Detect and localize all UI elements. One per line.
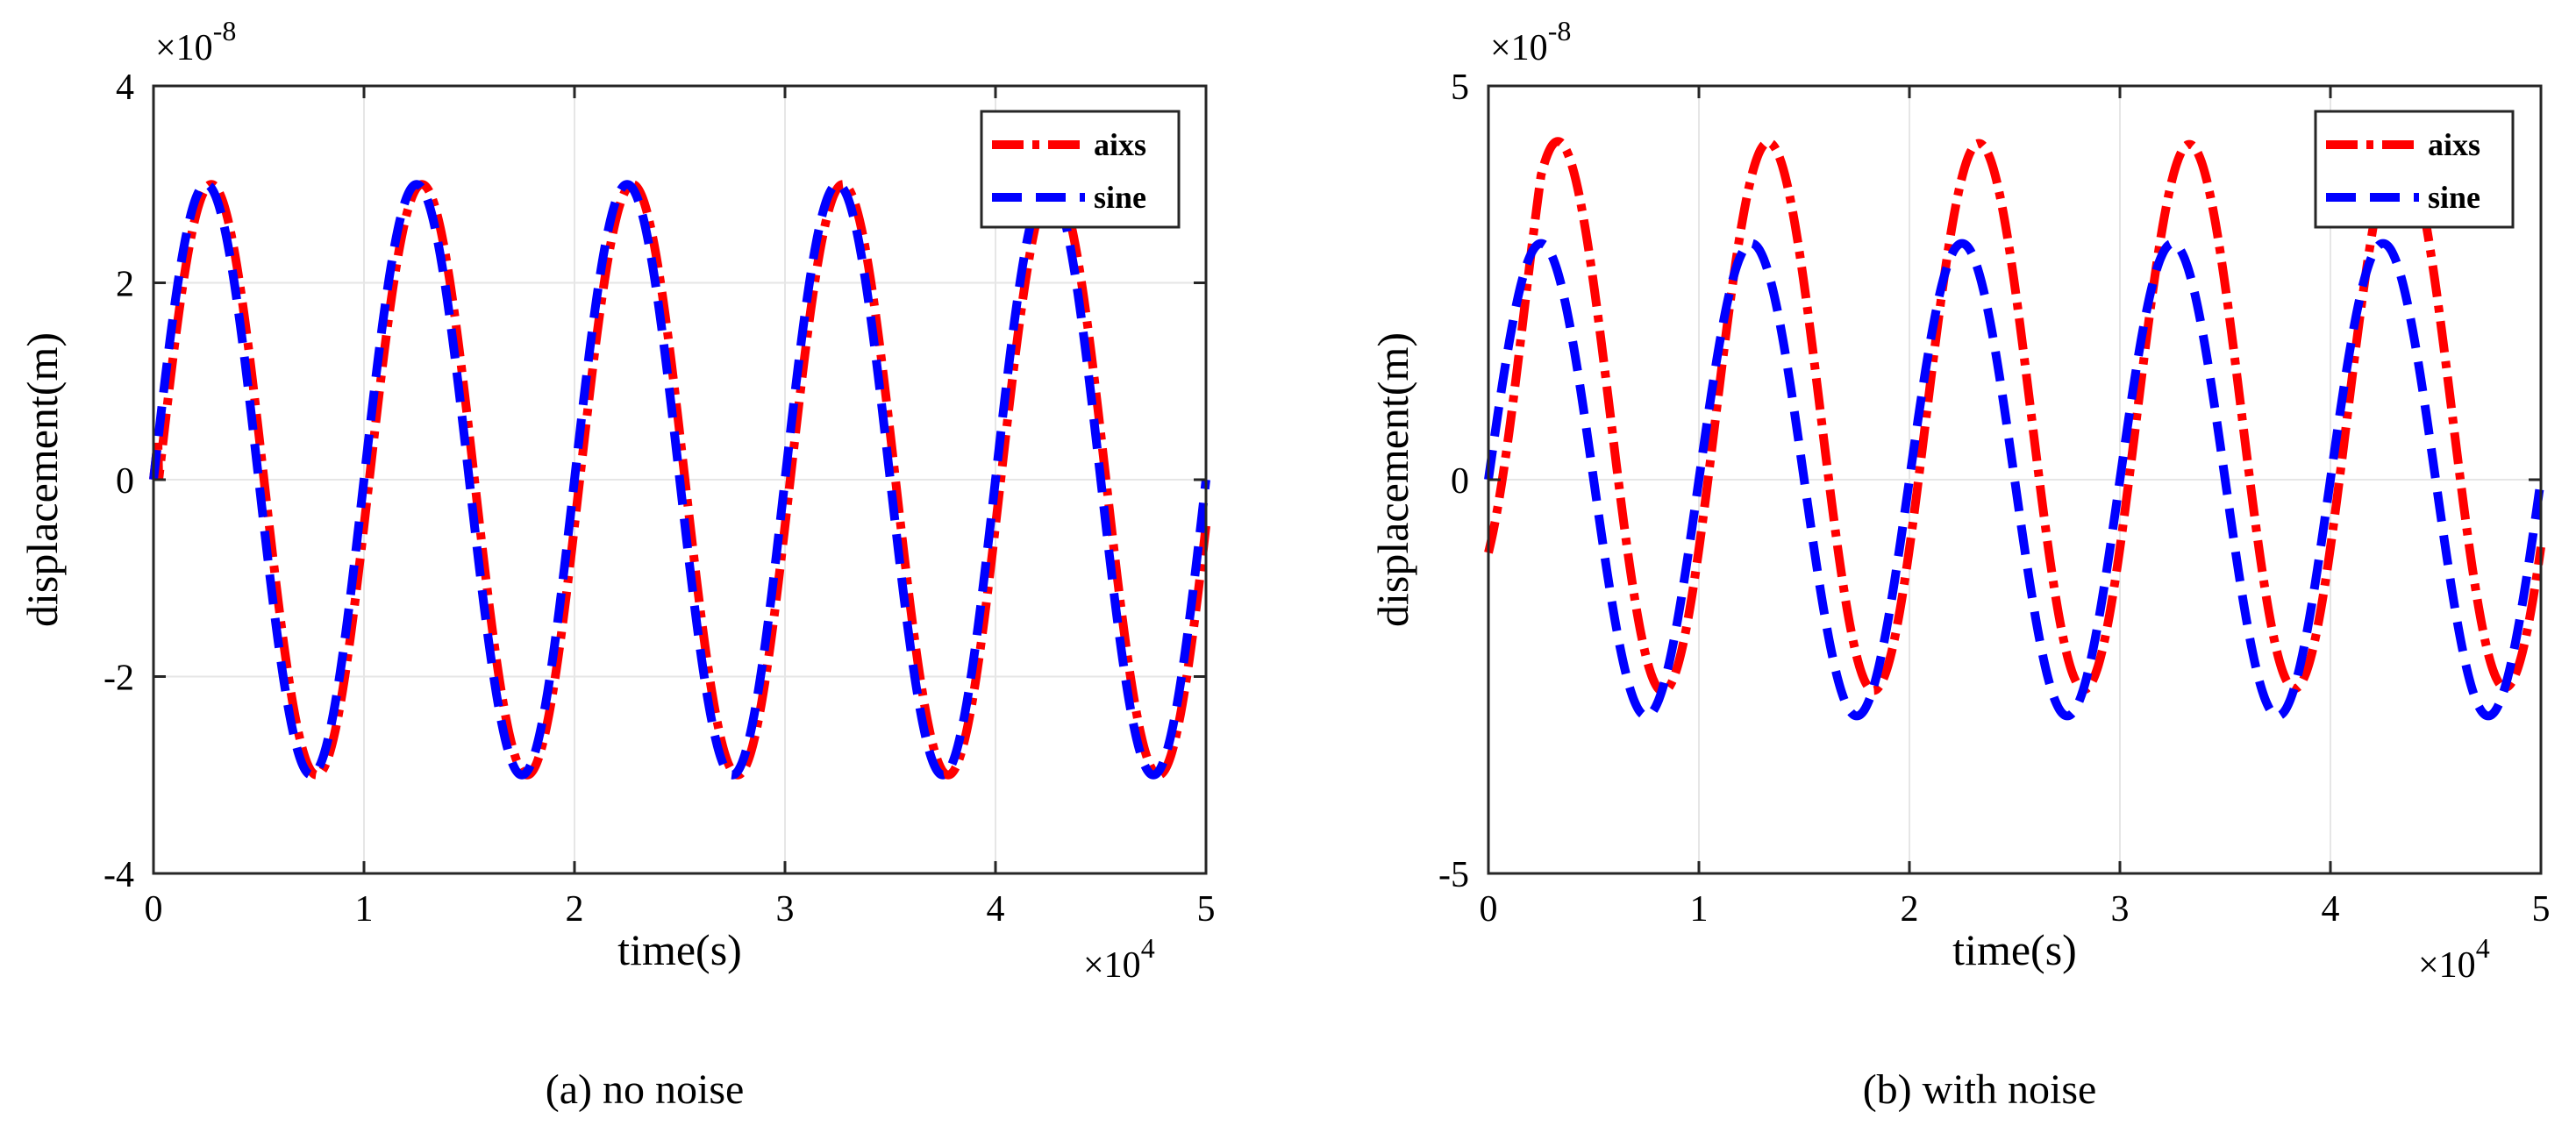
y-tick-label: -5 bbox=[1438, 855, 1469, 895]
y-tick-label: 0 bbox=[116, 461, 134, 502]
y-axis-label: displacement(m) bbox=[18, 332, 67, 627]
y-axis-label: displacement(m) bbox=[1368, 332, 1417, 627]
legend-label-sine: sine bbox=[1094, 180, 1146, 215]
x-tick-label: 5 bbox=[2532, 889, 2551, 930]
x-axis-label: time(s) bbox=[617, 925, 742, 974]
legend: aixs sine bbox=[2314, 110, 2515, 229]
legend: aixs sine bbox=[980, 110, 1181, 229]
y-tick-label: -4 bbox=[103, 855, 134, 895]
x-tick-label: 2 bbox=[1901, 889, 1919, 930]
legend-label-aixs: aixs bbox=[2428, 127, 2480, 162]
x-axis-label: time(s) bbox=[1952, 925, 2077, 974]
x-exponent-base: ×10 bbox=[1083, 945, 1141, 986]
x-tick-label: 3 bbox=[2111, 889, 2130, 930]
x-tick-label: 0 bbox=[145, 889, 163, 930]
x-tick-label: 3 bbox=[776, 889, 795, 930]
legend-box bbox=[980, 110, 1181, 229]
panel-caption: (a) no noise bbox=[546, 1066, 745, 1113]
x-tick-label: 4 bbox=[987, 889, 1005, 930]
y-tick-label: 0 bbox=[1451, 461, 1469, 502]
x-tick-label: 2 bbox=[566, 889, 584, 930]
x-exponent: ×104 bbox=[1083, 932, 1155, 986]
chart-panel-b: 0 1 2 3 4 5-505×10-8×104time(s)displacement(m… bbox=[1368, 15, 2551, 1113]
x-tick-label: 1 bbox=[1690, 889, 1709, 930]
series-line-sine bbox=[1484, 239, 2545, 721]
legend-label-aixs: aixs bbox=[1094, 127, 1146, 162]
y-exponent: ×10-8 bbox=[155, 15, 236, 68]
x-axis: 0 1 2 3 4 5 bbox=[145, 86, 1216, 930]
x-exponent-power: 4 bbox=[2476, 932, 2490, 964]
x-exponent: ×104 bbox=[2418, 932, 2490, 986]
y-exponent-power: -8 bbox=[213, 15, 237, 46]
x-axis: 0 1 2 3 4 5 bbox=[1480, 86, 2551, 930]
x-tick-label: 4 bbox=[2322, 889, 2340, 930]
y-exponent-base: ×10 bbox=[155, 28, 213, 68]
x-exponent-base: ×10 bbox=[2418, 945, 2476, 986]
y-tick-label: 4 bbox=[116, 68, 134, 108]
chart-panel-a: 0 1 2 3 4 5-4-2024×10-8×104time(s)displacemen… bbox=[18, 15, 1216, 1113]
y-tick-label: -2 bbox=[103, 659, 134, 699]
y-axis: -4 -2 0 2 4 bbox=[103, 68, 1206, 895]
y-axis: -5 0 5 bbox=[1438, 68, 2541, 895]
series-line-aixs bbox=[149, 180, 1210, 780]
y-exponent-base: ×10 bbox=[1490, 28, 1548, 68]
panel-caption: (b) with noise bbox=[1863, 1066, 2097, 1113]
y-tick-label: 2 bbox=[116, 265, 134, 305]
x-exponent-power: 4 bbox=[1141, 932, 1155, 964]
y-exponent-power: -8 bbox=[1548, 15, 1572, 46]
x-tick-label: 5 bbox=[1197, 889, 1216, 930]
y-exponent: ×10-8 bbox=[1490, 15, 1571, 68]
y-tick-label: 5 bbox=[1451, 68, 1469, 108]
x-tick-label: 0 bbox=[1480, 889, 1498, 930]
legend-box bbox=[2314, 110, 2515, 229]
legend-label-sine: sine bbox=[2428, 180, 2480, 215]
x-tick-label: 1 bbox=[355, 889, 374, 930]
